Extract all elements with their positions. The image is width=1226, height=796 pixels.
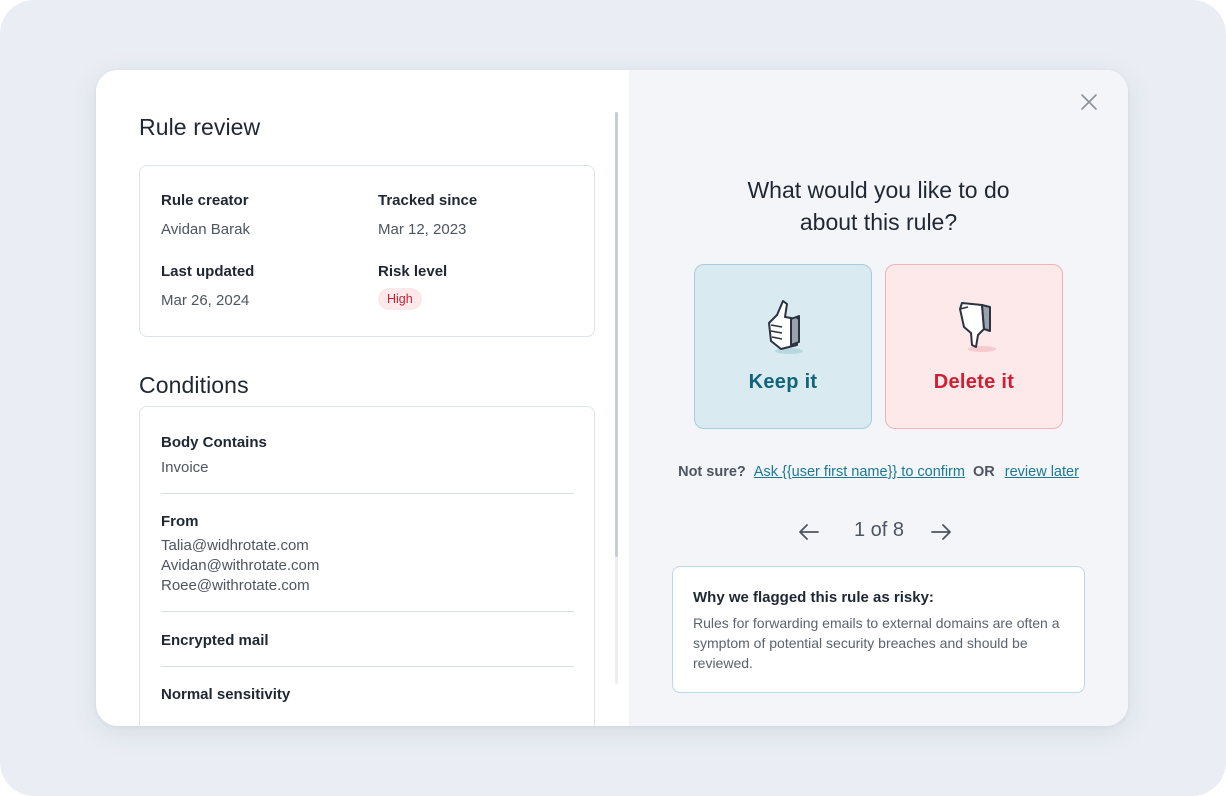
tracked-since-value: Mar 12, 2023	[378, 221, 467, 238]
question-line: What would you like to do	[747, 177, 1010, 203]
conditions-title: Conditions	[139, 372, 249, 398]
keep-it-label: Keep it	[748, 371, 818, 393]
keep-it-button[interactable]: Keep it	[694, 264, 872, 429]
condition-divider	[161, 611, 574, 612]
decision-panel: What would you like to do about this rul…	[629, 70, 1128, 726]
not-sure-row: Not sure? Ask {{user first name}} to con…	[629, 464, 1128, 480]
previous-rule-button[interactable]	[797, 520, 821, 544]
rule-review-modal: Rule review Rule creator Avidan Barak Tr…	[96, 70, 1128, 726]
delete-it-button[interactable]: Delete it	[885, 264, 1063, 429]
close-icon	[1081, 94, 1097, 110]
condition-item: Encrypted mail	[161, 631, 574, 651]
condition-value: Invoice	[161, 459, 209, 476]
or-separator: OR	[972, 464, 995, 480]
condition-divider	[161, 493, 574, 494]
condition-item: Body Contains Invoice	[161, 433, 574, 478]
pager: 1 of 8	[629, 517, 1128, 547]
condition-title: Body Contains	[161, 434, 267, 451]
condition-item: From Talia@widhrotate.com Avidan@withrot…	[161, 512, 574, 596]
rule-info-card: Rule creator Avidan Barak Tracked since …	[139, 165, 595, 337]
condition-title: Normal sensitivity	[161, 686, 291, 703]
condition-title: Encrypted mail	[161, 632, 269, 649]
rule-creator-label: Rule creator	[161, 192, 249, 209]
rule-review-title: Rule review	[139, 114, 261, 140]
close-button[interactable]	[1077, 90, 1101, 114]
not-sure-text: Not sure?	[678, 464, 746, 480]
arrow-left-icon	[799, 524, 819, 540]
thumbs-down-icon	[959, 302, 996, 352]
question-line: about this rule?	[799, 209, 958, 235]
review-later-link[interactable]: review later	[1004, 464, 1079, 480]
arrow-right-icon	[931, 524, 951, 540]
last-updated-value: Mar 26, 2024	[161, 292, 250, 309]
rule-details-panel: Rule review Rule creator Avidan Barak Tr…	[96, 70, 629, 726]
risk-level-badge: High	[378, 288, 422, 310]
risk-level-label: Risk level	[378, 263, 448, 280]
condition-item: Normal sensitivity	[161, 685, 574, 705]
last-updated-label: Last updated	[161, 263, 255, 280]
decision-question: What would you like to do about this rul…	[629, 174, 1128, 238]
condition-divider	[161, 666, 574, 667]
why-flagged-text: Rules for forwarding emails to external …	[693, 615, 1060, 671]
why-flagged-title: Why we flagged this rule as risky:	[693, 589, 934, 606]
scrollbar-thumb[interactable]	[615, 112, 618, 557]
rule-creator-value: Avidan Barak	[161, 221, 250, 238]
condition-value: Talia@widhrotate.com	[161, 537, 309, 554]
pager-count: 1 of 8	[853, 519, 905, 541]
delete-it-label: Delete it	[933, 371, 1015, 393]
scrollbar-track[interactable]	[615, 112, 618, 684]
thumbs-up-icon	[768, 300, 803, 354]
condition-value: Avidan@withrotate.com	[161, 557, 320, 574]
ask-to-confirm-link[interactable]: Ask {{user first name}} to confirm	[753, 464, 965, 480]
conditions-card: Body Contains Invoice From Talia@widhrot…	[139, 406, 595, 726]
condition-title: From	[161, 513, 199, 530]
tracked-since-label: Tracked since	[378, 192, 478, 209]
why-flagged-box: Why we flagged this rule as risky: Rules…	[672, 566, 1085, 693]
condition-value: Roee@withrotate.com	[161, 577, 310, 594]
next-rule-button[interactable]	[929, 520, 953, 544]
